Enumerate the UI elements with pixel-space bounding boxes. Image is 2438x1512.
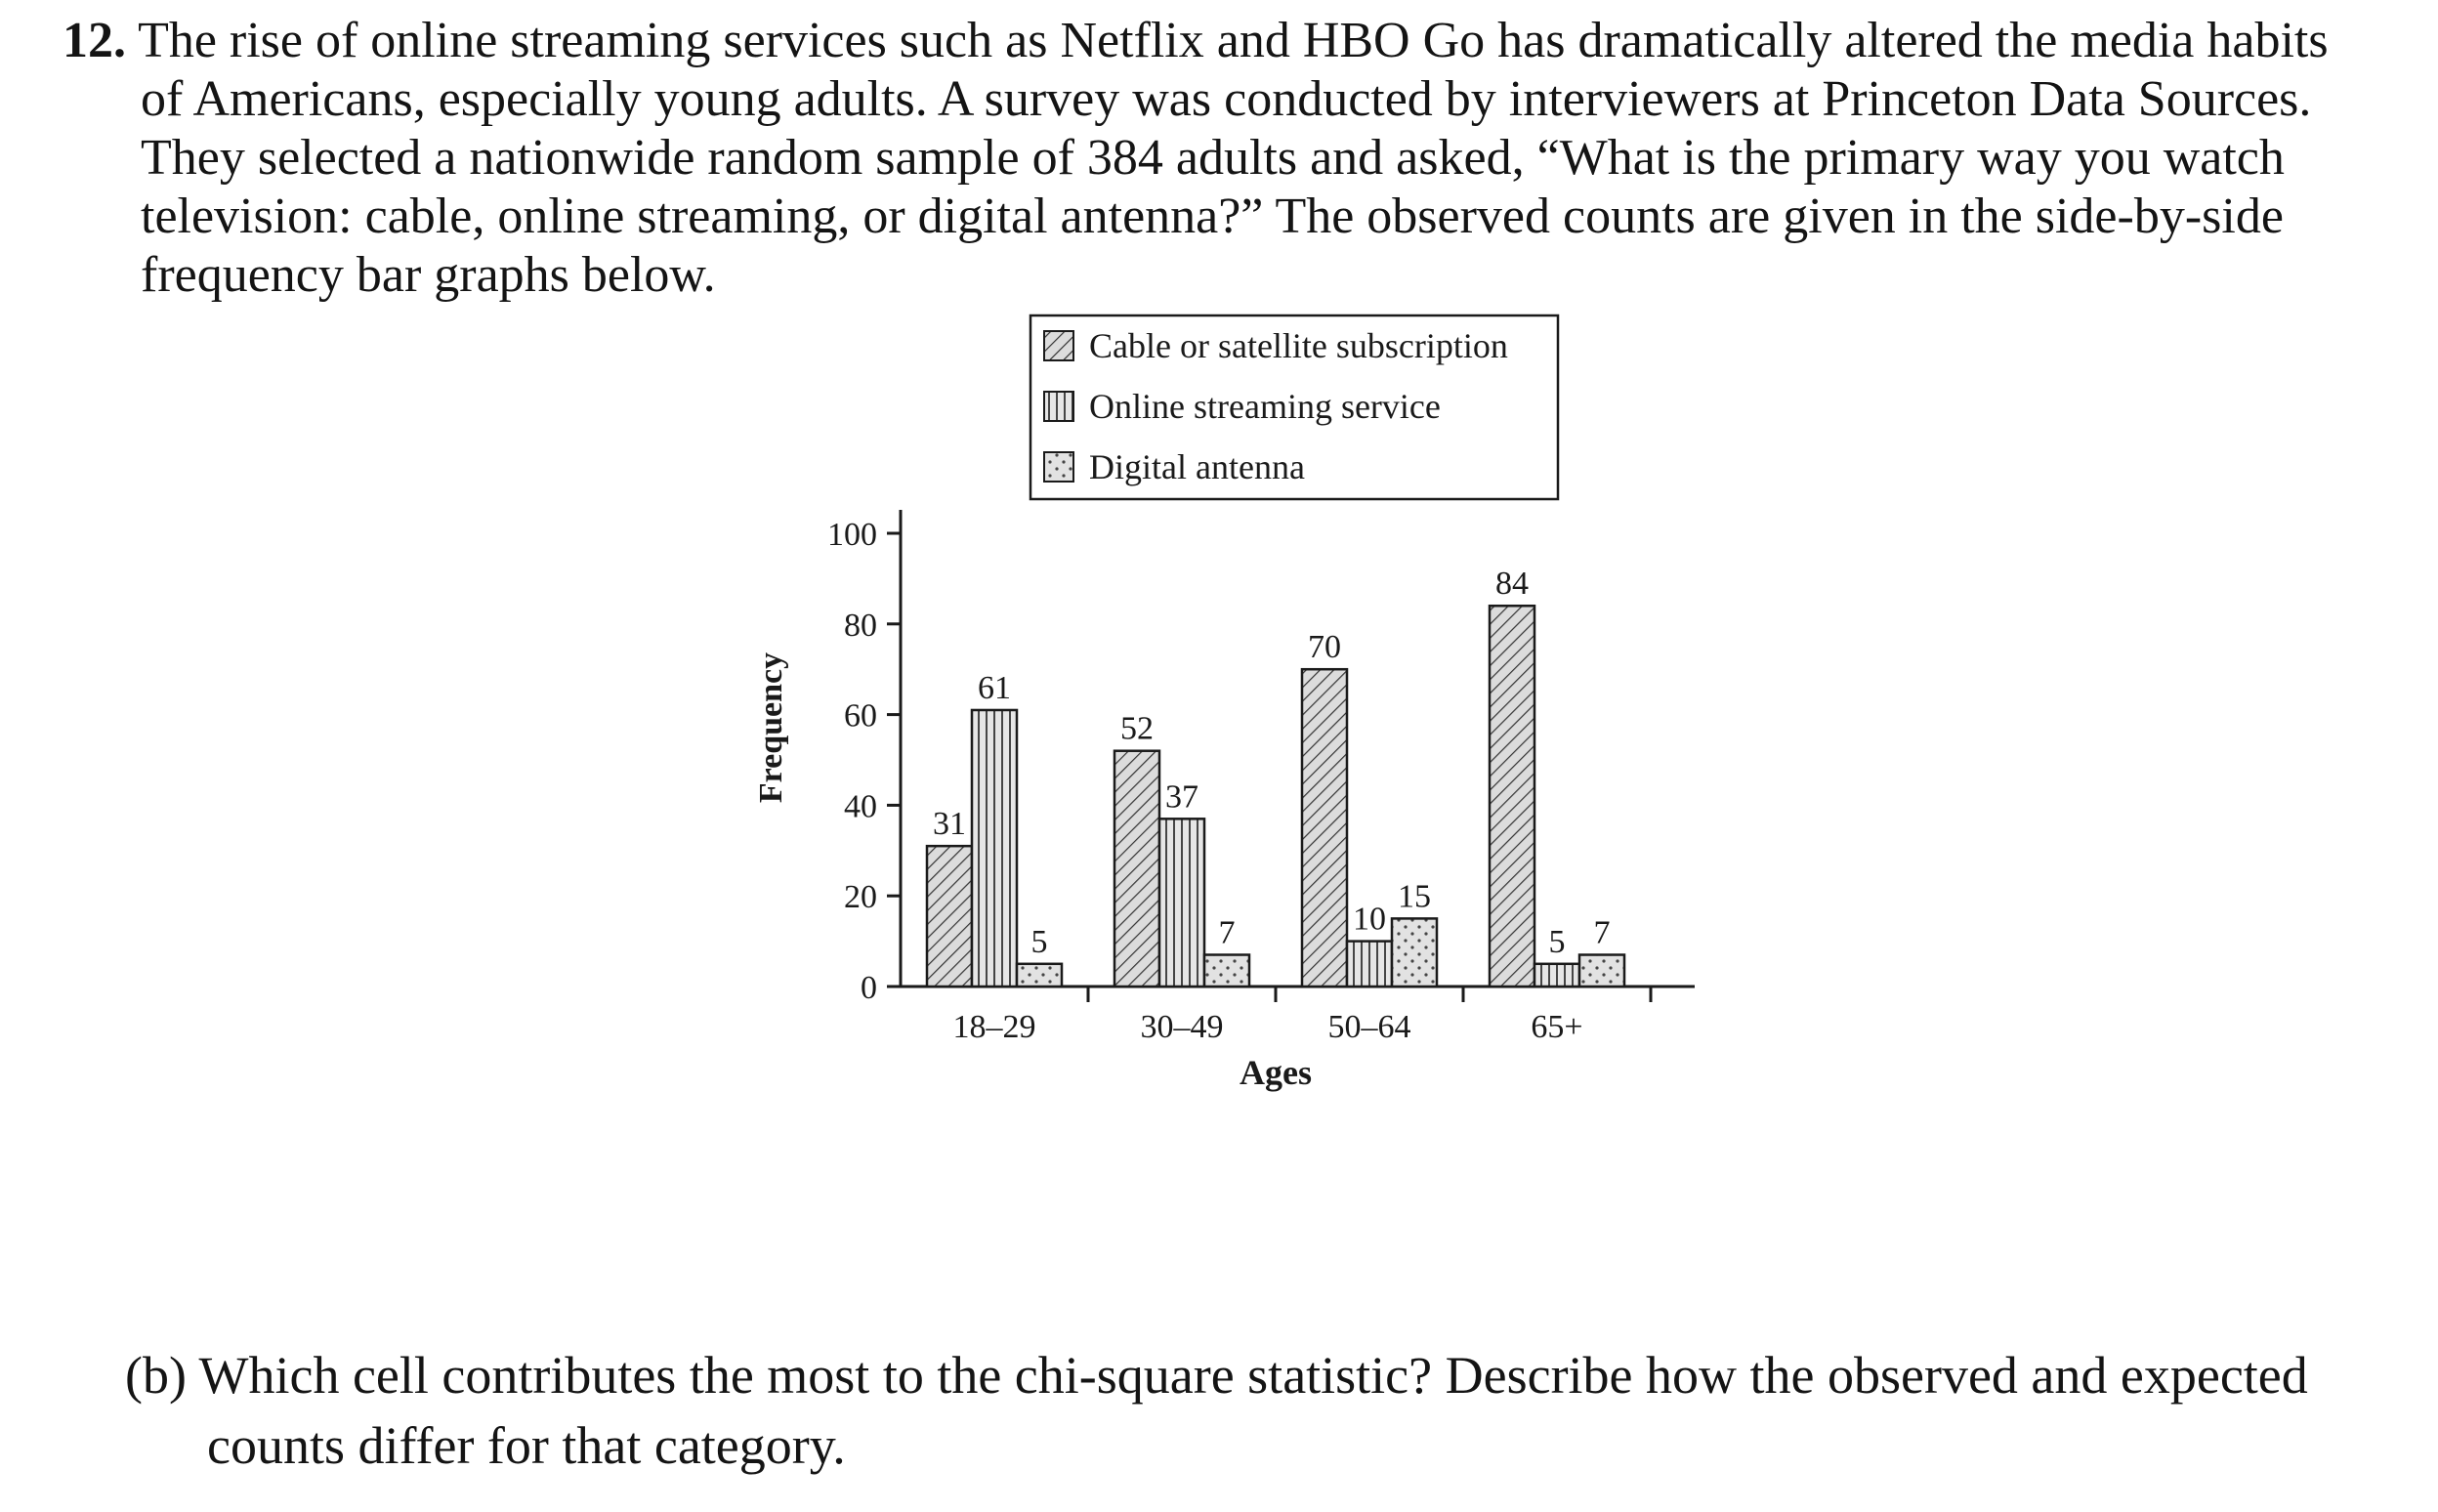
legend-label: Cable or satellite subscription — [1089, 326, 1508, 365]
x-tick-label: 65+ — [1531, 1009, 1582, 1045]
bar — [1300, 667, 1349, 988]
part-b-label: (b) — [125, 1346, 187, 1405]
x-tick-label: 50–64 — [1328, 1009, 1411, 1045]
chart-axes: 0 20 40 60 80 100 Frequency 18–29 30–49 50–64 65+ A… — [753, 510, 1695, 1092]
x-tick-label: 18–29 — [953, 1009, 1036, 1045]
bar — [1345, 940, 1394, 988]
legend-swatch — [1043, 451, 1074, 483]
data-label: 52 — [1120, 711, 1154, 747]
legend-swatch — [1043, 330, 1074, 361]
data-label: 10 — [1353, 902, 1386, 938]
bar — [1113, 749, 1161, 988]
data-label: 61 — [978, 670, 1011, 706]
chart-legend: Cable or satellite subscription Online st… — [1029, 314, 1560, 501]
bar — [970, 708, 1019, 988]
y-axis-title: Frequency — [753, 652, 789, 803]
bar — [1202, 953, 1251, 988]
data-label: 5 — [1031, 924, 1048, 960]
legend-swatch — [1043, 391, 1074, 422]
y-tick-label: 60 — [844, 698, 877, 735]
chart-bars — [925, 604, 1626, 988]
part-b-text: Which cell contributes the most to the c… — [198, 1346, 2308, 1405]
question-text-line: The rise of online streaming services su… — [138, 13, 2329, 68]
y-tick-label: 40 — [844, 788, 877, 824]
x-axis-title: Ages — [1240, 1053, 1312, 1092]
data-label: 15 — [1398, 878, 1431, 914]
legend-label: Digital antenna — [1089, 447, 1305, 486]
data-label: 5 — [1549, 924, 1566, 960]
data-label: 7 — [1594, 915, 1611, 951]
data-label: 70 — [1308, 629, 1341, 665]
bar — [1157, 818, 1206, 988]
x-tick-label: 30–49 — [1141, 1009, 1224, 1045]
question-text-line: They selected a nationwide random sample… — [141, 130, 2285, 186]
part-b-line-2: counts differ for that category. — [207, 1416, 846, 1475]
data-label: 31 — [933, 806, 966, 842]
question-text-line: frequency bar graphs below. — [141, 247, 716, 303]
question-number: 12. — [63, 13, 126, 68]
data-label: 7 — [1219, 915, 1236, 951]
bar — [1015, 962, 1064, 988]
y-tick-label: 20 — [844, 879, 877, 915]
question-line-1: 12. The rise of online streaming service… — [63, 12, 2329, 70]
y-tick-label: 100 — [827, 517, 877, 553]
legend-label: Online streaming service — [1089, 387, 1441, 426]
frequency-bar-chart: Cable or satellite subscription Online st… — [753, 314, 1695, 1092]
question-text-line: of Americans, especially young adults. A… — [141, 71, 2312, 127]
part-b-prompt: (b) Which cell contributes the most to t… — [125, 1340, 2308, 1481]
data-label: 37 — [1165, 778, 1198, 815]
bar — [1390, 917, 1439, 988]
y-tick-label: 80 — [844, 608, 877, 644]
question-text-line: television: cable, online streaming, or … — [141, 189, 2284, 244]
bar — [925, 844, 974, 988]
legend-box — [1029, 314, 1560, 501]
bar — [1577, 953, 1626, 988]
bar — [1533, 962, 1581, 988]
bar — [1488, 604, 1536, 988]
y-tick-label: 0 — [861, 970, 877, 1006]
part-b-line-1: (b) Which cell contributes the most to t… — [125, 1340, 2308, 1410]
data-label: 84 — [1495, 566, 1529, 602]
